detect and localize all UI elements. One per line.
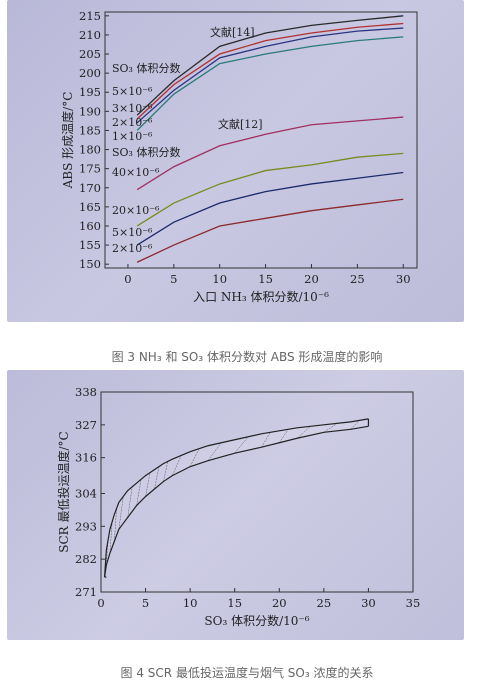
annotation-label: SO₃ 体积分数 bbox=[112, 61, 180, 75]
hatch-line bbox=[350, 420, 360, 430]
x-tick-label: 15 bbox=[258, 272, 273, 286]
x-tick-label: 20 bbox=[272, 596, 287, 610]
hatch-line bbox=[109, 521, 113, 554]
band-area bbox=[104, 418, 369, 578]
y-tick-label: 304 bbox=[75, 486, 97, 500]
annotation-label: 1×10⁻⁶ bbox=[112, 130, 153, 143]
series-line bbox=[136, 116, 404, 191]
y-tick-label: 190 bbox=[79, 104, 101, 118]
y-tick-label: 165 bbox=[79, 200, 101, 214]
abs-temperature-chart: 0 5 10 15 20 25 30 150 155 160 165 170 175 180 185 190 1… bbox=[60, 9, 418, 304]
figure4-panel bbox=[7, 370, 464, 640]
x-tick-label: 30 bbox=[361, 596, 376, 610]
y-axis-label: SCR 最低投运温度/°C bbox=[56, 431, 71, 552]
x-tick-label: 10 bbox=[183, 596, 198, 610]
plot-frame bbox=[100, 391, 414, 593]
x-tick-label: 35 bbox=[406, 596, 421, 610]
y-tick-label: 316 bbox=[75, 451, 97, 465]
annotation-label: 3×10⁻⁶ bbox=[112, 102, 153, 115]
annotation-label: 40×10⁻⁶ bbox=[112, 166, 160, 179]
y-tick-label: 195 bbox=[79, 85, 101, 99]
hatch-line bbox=[189, 448, 200, 467]
y-tick-label: 271 bbox=[75, 585, 97, 599]
x-tick-label: 5 bbox=[142, 596, 149, 610]
series-line bbox=[136, 171, 404, 246]
hatch-line bbox=[118, 496, 124, 530]
x-axis-label: 入口 NH₃ 体积分数/10⁻⁶ bbox=[193, 289, 329, 304]
x-axis-label: SO₃ 体积分数/10⁻⁶ bbox=[204, 613, 309, 628]
x-tick-label: 30 bbox=[396, 272, 411, 286]
hatch-line bbox=[207, 442, 222, 461]
x-tick-label: 15 bbox=[227, 596, 242, 610]
annotation-label: 20×10⁻⁶ bbox=[112, 204, 160, 217]
annotation-label: 5×10⁻⁶ bbox=[112, 85, 153, 98]
y-tick-label: 327 bbox=[75, 418, 97, 432]
x-tick-label: 5 bbox=[170, 272, 177, 286]
series-line bbox=[136, 36, 404, 131]
x-tick-label: 0 bbox=[124, 272, 131, 286]
hatch-line bbox=[234, 436, 249, 454]
figure3-caption: 图 3 NH₃ 和 SO₃ 体积分数对 ABS 形成温度的影响 bbox=[111, 350, 383, 364]
y-tick-label: 150 bbox=[79, 257, 101, 271]
x-tick-label: 10 bbox=[212, 272, 227, 286]
y-tick-label: 185 bbox=[79, 123, 101, 137]
y-tick-label: 205 bbox=[79, 47, 101, 61]
series-line bbox=[136, 198, 404, 263]
x-tick-label: 25 bbox=[317, 596, 332, 610]
y-tick-label: 200 bbox=[79, 66, 101, 80]
hatch-line bbox=[279, 429, 289, 443]
hatch-line bbox=[127, 486, 133, 518]
y-tick-label: 160 bbox=[79, 219, 101, 233]
x-tick-label: 0 bbox=[97, 596, 104, 610]
lower-bound-line bbox=[103, 425, 369, 578]
series-line bbox=[136, 22, 404, 120]
annotation-label: 文献[12] bbox=[218, 117, 263, 131]
hatch-line bbox=[154, 466, 160, 490]
y-tick-label: 155 bbox=[79, 238, 101, 252]
y-tick-label: 338 bbox=[75, 385, 97, 399]
series-line bbox=[136, 15, 404, 116]
hatch-line bbox=[172, 455, 182, 476]
x-tick-label: 20 bbox=[304, 272, 319, 286]
plot-frame bbox=[104, 11, 418, 269]
hatch-line bbox=[136, 479, 142, 506]
hatch-line bbox=[114, 508, 117, 542]
y-tick-label: 175 bbox=[79, 162, 101, 176]
y-tick-label: 293 bbox=[75, 519, 97, 533]
annotation-label: 5×10⁻⁶ bbox=[112, 226, 153, 239]
annotation-label: 文献[14] bbox=[210, 25, 255, 39]
upper-bound-line bbox=[103, 418, 369, 578]
series-line bbox=[136, 27, 404, 124]
y-tick-label: 210 bbox=[79, 28, 101, 42]
hatch-line bbox=[163, 461, 169, 482]
y-tick-label: 215 bbox=[79, 9, 101, 23]
hatch-line bbox=[323, 423, 338, 433]
x-tick-label: 25 bbox=[350, 272, 365, 286]
figure4-caption: 图 4 SCR 最低投运温度与烟气 SO₃ 浓度的关系 bbox=[120, 666, 374, 680]
annotation-label: 2×10⁻⁶ bbox=[112, 242, 153, 255]
series-line bbox=[136, 152, 404, 227]
y-tick-label: 180 bbox=[79, 143, 101, 157]
hatch-line bbox=[145, 472, 151, 497]
y-tick-label: 170 bbox=[79, 181, 101, 195]
annotation-label: SO₃ 体积分数 bbox=[112, 145, 180, 159]
y-axis-label: ABS 形成温度/°C bbox=[60, 92, 75, 190]
annotation-label: 2×10⁻⁶ bbox=[112, 116, 153, 129]
y-tick-label: 282 bbox=[75, 552, 97, 566]
